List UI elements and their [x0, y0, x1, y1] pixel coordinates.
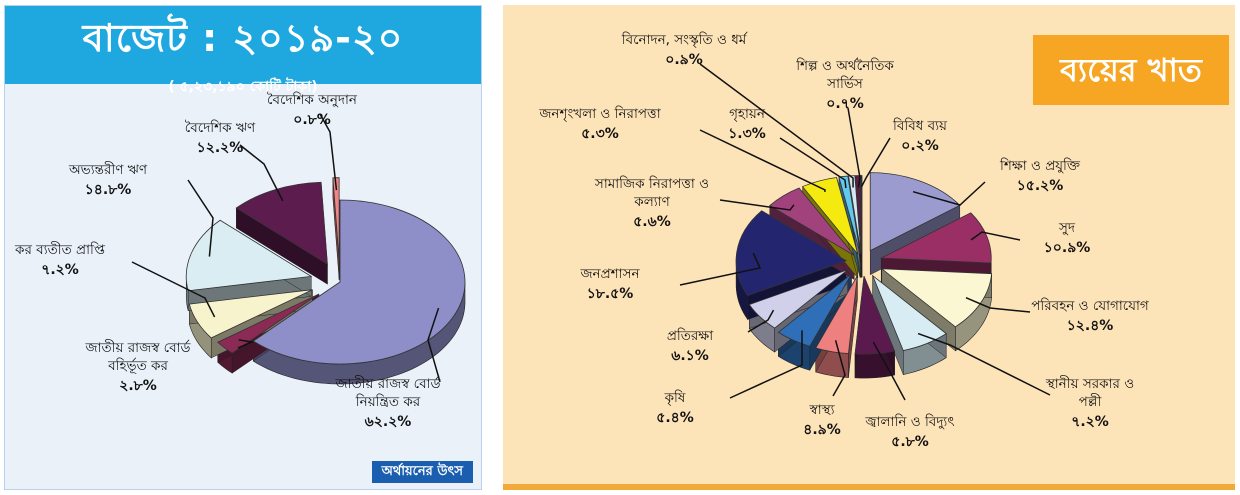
expenditure-leader-line-13 [847, 107, 861, 188]
chart-title: বাজেট : ২০১৯-২০ [82, 16, 404, 60]
funding-value-4: ১২.২% [197, 140, 244, 156]
expenditure-slice-2 [880, 268, 993, 328]
funding-label-4: বৈদেশিক ঋণ [185, 119, 256, 136]
expenditure-leader-line-10 [699, 129, 826, 193]
expenditure-leader-line-0 [912, 181, 986, 206]
funding-label-5: বৈদেশিক অনুদান [267, 91, 358, 108]
expenditure-label-9-line-0: সামাজিক নিরাপত্তা ও [594, 175, 709, 192]
funding-slice-3 [185, 219, 313, 292]
funding-label-1-line-0: জাতীয় রাজস্ব বোর্ড [85, 339, 192, 356]
funding-slice-4 [235, 181, 328, 265]
funding-leader-line-4 [239, 144, 284, 202]
expenditure-label-3-line-1: পল্লী [1079, 393, 1103, 410]
expenditure-label-10: জনশৃংখলা ও নিরাপত্তা [538, 105, 661, 122]
funding-value-2: ৭.২% [41, 262, 79, 278]
funding-value-3: ১৪.৮% [85, 182, 132, 198]
expenditure-label-8: জনপ্রশাসন [579, 266, 640, 282]
expenditure-leader-line-4 [872, 341, 906, 401]
funding-label-0-line-1: নিয়ন্ত্রিত কর [355, 393, 421, 410]
expenditure-label-9-line-1: কল্যাণ [633, 194, 670, 210]
funding-slice-5 [332, 177, 340, 260]
expenditure-label-11: গৃহায়ন [729, 106, 766, 122]
expenditure-slice-12 [848, 175, 862, 254]
expenditure-value-12: ০.৯% [665, 52, 703, 68]
expenditure-slice-5 [815, 275, 858, 354]
expenditure-label-2: পরিবহন ও যোগাযোগ [1031, 297, 1150, 314]
funding-leader-line-0 [427, 307, 441, 383]
chart-subtitle: ( ৫,২৩,১৯০ কোটি টাকা) [168, 79, 318, 95]
expenditure-slice-0 [869, 172, 961, 252]
expenditure-panel: ব্যয়ের খাত [503, 5, 1235, 490]
expenditure-label-13-line-1: সার্ভিস [826, 75, 864, 92]
expenditure-slice-6 [777, 273, 852, 347]
funding-value-0: ৬২.২% [365, 414, 412, 430]
expenditure-leader-line-12 [699, 63, 854, 188]
expenditure-slice-1 [879, 212, 992, 264]
expenditure-leader-line-8 [679, 252, 762, 286]
expenditure-value-13: ০.৭% [826, 96, 864, 112]
expenditure-value-10: ৫.৩% [581, 126, 619, 142]
funding-value-5: ০.৮% [293, 112, 331, 128]
expenditure-label-7: প্রতিরক্ষা [667, 327, 714, 344]
expenditure-leader-line-1 [970, 231, 1021, 241]
expenditure-slice-3 [871, 274, 947, 352]
expenditure-label-13-line-0: শিল্প ও অর্থনৈতিক [795, 57, 894, 74]
funding-leader-line-2 [131, 261, 216, 318]
funding-slice-1 [217, 293, 320, 354]
expenditure-label-6: কৃষি [664, 389, 686, 406]
expenditure-leader-line-6 [729, 330, 803, 399]
expenditure-slice-8 [735, 210, 848, 297]
expenditure-leader-line-14 [860, 137, 891, 188]
expenditure-slice-4 [854, 275, 896, 355]
expenditure-badge: ব্যয়ের খাত [1033, 35, 1229, 105]
expenditure-value-4: ৫.৮% [891, 434, 929, 450]
expenditure-value-14: ০.২% [901, 138, 939, 154]
funding-value-1: ২.৮% [119, 378, 157, 394]
funding-label-0-line-0: জাতীয় রাজস্ব বোর্ড [335, 375, 442, 392]
expenditure-label-14: বিবিধ ব্যয় [892, 117, 948, 134]
expenditure-leader-line-2 [965, 296, 1031, 313]
expenditure-value-7: ৬.১% [671, 348, 709, 364]
expenditure-value-11: ১.৩% [728, 126, 766, 142]
funding-slice-0 [252, 199, 466, 365]
expenditure-leader-line-5 [832, 340, 846, 397]
expenditure-label-4: জ্বালানি ও বিদ্যুৎ [864, 413, 954, 430]
funding-leader-line-5 [319, 113, 338, 191]
expenditure-value-2: ১২.৪% [1067, 318, 1114, 334]
funding-label-3: অভ্যন্তরীণ ঋণ [68, 161, 148, 178]
expenditure-leader-line-11 [779, 137, 847, 189]
expenditure-value-3: ৭.২% [1071, 414, 1109, 430]
funding-label-2: কর ব্যতীত প্রাপ্তি [14, 241, 106, 258]
expenditure-value-9: ৫.৬% [633, 214, 671, 230]
expenditure-label-1: সুদ [1058, 220, 1076, 236]
expenditure-leader-line-7 [747, 309, 775, 333]
expenditure-value-5: ৪.৯% [803, 422, 841, 438]
expenditure-value-6: ৫.৪% [656, 410, 694, 426]
funding-label-1-line-1: বহির্ভূত কর [107, 357, 168, 374]
expenditure-label-12: বিনোদন, সংস্কৃতি ও ধর্ম [621, 31, 749, 48]
budget-header: বাজেট : ২০১৯-২০ ( ৫,২৩,১৯০ কোটি টাকা) [5, 6, 481, 95]
funding-slice-2 [188, 289, 313, 339]
funding-leader-line-1 [237, 339, 255, 349]
expenditure-slice-10 [801, 177, 859, 255]
expenditure-slice-7 [748, 269, 848, 329]
expenditure-value-8: ১৮.৫% [587, 286, 634, 302]
expenditure-label-0: শিক্ষা ও প্রযুক্তি [999, 157, 1081, 174]
expenditure-label-3-line-0: স্থানীয় সরকার ও [1045, 375, 1134, 392]
funding-sources-badge: অর্থায়নের উৎস [371, 461, 473, 483]
expenditure-slice-9 [769, 187, 855, 256]
expenditure-slice-14 [860, 175, 863, 254]
expenditure-value-0: ১৫.২% [1017, 178, 1064, 194]
expenditure-label-5: স্বাস্থ্য [809, 402, 836, 418]
expenditure-leader-line-9 [719, 199, 795, 211]
funding-leader-line-3 [187, 179, 214, 257]
expenditure-slice-11 [838, 175, 861, 254]
expenditure-value-1: ১০.৯% [1044, 240, 1091, 256]
expenditure-pie [735, 172, 993, 379]
funding-pie [185, 177, 466, 385]
expenditure-leader-line-3 [917, 332, 1051, 396]
